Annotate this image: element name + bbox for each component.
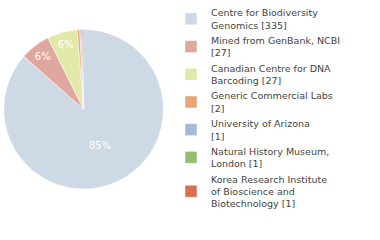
svg-text:Canadian Centre for DNABarcodi: Canadian Centre for DNABarcoding [27]: [211, 63, 331, 86]
svg-text:Centre for BiodiversityGenomic: Centre for BiodiversityGenomics [335]: [211, 7, 318, 30]
svg-text:Natural History Museum,London: Natural History Museum,London [1]: [211, 146, 329, 169]
svg-text:85%: 85%: [89, 140, 111, 151]
svg-text:Generic Commercial Labs[2]: Generic Commercial Labs[2]: [211, 90, 333, 113]
svg-text:Mined from GenBank, NCBI[27]: Mined from GenBank, NCBI[27]: [211, 35, 340, 58]
svg-text:6%: 6%: [58, 39, 74, 50]
svg-text:University of Arizona[1]: University of Arizona[1]: [211, 118, 310, 141]
svg-text:Korea Research Instituteof Bio: Korea Research Instituteof Bioscience an…: [211, 174, 327, 210]
svg-text:6%: 6%: [35, 51, 51, 62]
